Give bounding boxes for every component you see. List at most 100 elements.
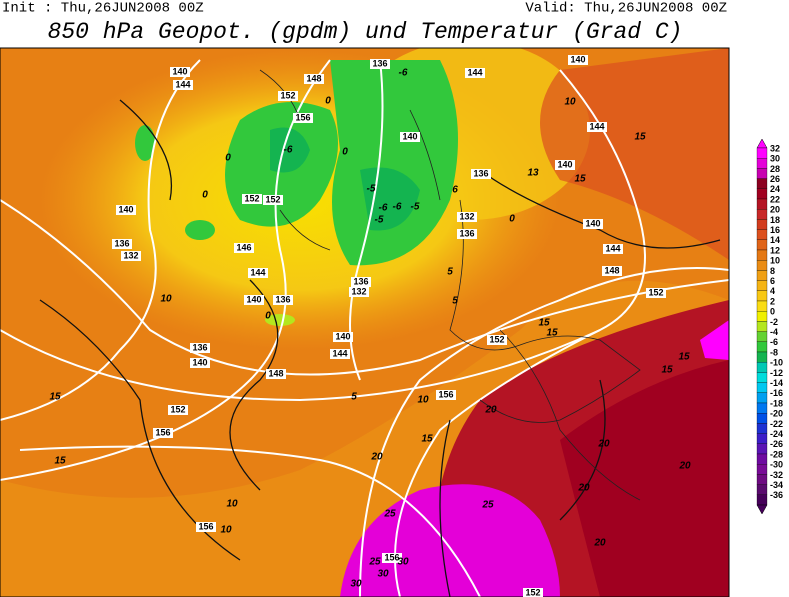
geopotential-label: 140	[570, 54, 585, 64]
temperature-label: 15	[634, 132, 646, 143]
label-box	[173, 80, 193, 90]
temperature-label: 25	[368, 557, 381, 568]
temperature-label: 15	[49, 392, 61, 403]
geopotential-label: 156	[438, 389, 453, 399]
colorbar-swatch	[756, 280, 768, 291]
temperature-label: 20	[577, 483, 590, 494]
label-box	[234, 243, 254, 253]
geopotential-label: 140	[172, 66, 187, 76]
temperature-label: 0	[342, 147, 348, 158]
temperature-label: 0	[509, 214, 515, 225]
temperature-label: 15	[661, 365, 673, 376]
colorbar-cap	[756, 138, 768, 149]
temperature-label: 6	[452, 185, 458, 196]
geopotential-label: 156	[295, 112, 310, 122]
label-box	[116, 205, 136, 215]
valid-time: Valid: Thu,26JUN2008 00Z	[525, 1, 727, 17]
colorbar-label: -24	[770, 429, 783, 439]
label-box	[587, 122, 607, 132]
colorbar-swatch	[756, 239, 768, 251]
label-box	[170, 67, 190, 77]
geopotential-label: 136	[114, 238, 129, 248]
temperature-label: 5	[351, 392, 357, 403]
label-box	[487, 335, 507, 345]
colorbar-label: 0	[770, 307, 775, 317]
colorbar-label: -10	[770, 358, 783, 368]
geopotential-label: 136	[275, 294, 290, 304]
label-box	[121, 251, 141, 261]
label-box	[333, 332, 353, 342]
geopotential-label: 144	[605, 243, 620, 253]
colorbar-swatch	[756, 453, 768, 465]
temperature-label: 13	[527, 168, 539, 179]
temperature-label: 20	[597, 439, 610, 450]
label-box	[351, 277, 371, 287]
geopotential-label: 152	[170, 404, 185, 414]
geopotential-label: 144	[250, 267, 265, 277]
colorbar-swatch	[756, 351, 768, 363]
colorbar-label: -32	[770, 470, 783, 480]
colorbar-label: 16	[770, 225, 780, 235]
label-box	[153, 428, 173, 438]
geopotential-label: 132	[351, 286, 366, 296]
colorbar-label: -36	[770, 490, 783, 500]
colorbar-swatch	[756, 494, 768, 506]
label-box	[112, 239, 132, 249]
colorbar-swatch	[756, 219, 768, 230]
label-box	[555, 160, 575, 170]
colorbar-cap	[756, 504, 768, 515]
label-box	[242, 194, 262, 204]
colorbar-label: 26	[770, 174, 780, 184]
colorbar-label: 12	[770, 245, 780, 255]
geopotential-label: 144	[175, 79, 190, 89]
colorbar-label: -30	[770, 460, 783, 470]
colorbar-label: -2	[770, 317, 778, 327]
temperature-label: 30	[397, 557, 409, 568]
label-box	[603, 244, 623, 254]
colorbar-label: 22	[770, 194, 780, 204]
colorbar-swatch	[756, 484, 768, 495]
colorbar-swatch	[756, 392, 768, 404]
temperature-label: 15	[54, 456, 66, 467]
temperature-label: 10	[417, 395, 429, 406]
label-box	[168, 405, 188, 415]
geopotential-label: 132	[459, 211, 474, 221]
colorbar-label: -18	[770, 398, 783, 408]
temperature-label: 0	[202, 190, 208, 201]
temperature-label: -6	[284, 145, 293, 156]
map-title: 850 hPa Geopot. (gpdm) und Temperatur (G…	[48, 19, 683, 45]
temperature-label: -5	[367, 184, 376, 195]
colorbar-label: -34	[770, 480, 783, 490]
geopotential-label: 140	[192, 357, 207, 367]
geopotential-label: 156	[198, 521, 213, 531]
colorbar-label: 28	[770, 164, 780, 174]
geopotential-label: 152	[648, 287, 663, 297]
colorbar-swatch	[756, 198, 768, 210]
geopotential-label: 144	[332, 348, 347, 358]
label-box	[349, 287, 369, 297]
temperature-label: 10	[564, 97, 576, 108]
label-box	[370, 59, 390, 69]
colorbar-label: 10	[770, 256, 780, 266]
geopotential-label: 140	[585, 218, 600, 228]
geopotential-label: 148	[604, 265, 619, 275]
colorbar-swatch	[756, 147, 768, 159]
label-box	[471, 169, 491, 179]
geopotential-label: 148	[306, 73, 321, 83]
init-time: Init : Thu,26JUN2008 00Z	[2, 1, 204, 17]
colorbar-label: 18	[770, 215, 780, 225]
geopotential-label: 148	[268, 368, 283, 378]
geopotential-label: 152	[244, 193, 259, 203]
colorbar-label: 24	[770, 184, 780, 194]
geopotential-label: 136	[192, 342, 207, 352]
colorbar-label: -28	[770, 449, 783, 459]
colorbar-swatch	[756, 362, 768, 373]
temperature-label: 0	[225, 153, 231, 164]
map-frame	[0, 47, 730, 597]
geopotential-label: 136	[372, 58, 387, 68]
geopotential-label: 140	[402, 131, 417, 141]
colorbar-label: -6	[770, 337, 778, 347]
colorbar-swatch	[756, 168, 768, 179]
colorbar-swatch	[756, 229, 768, 240]
colorbar-label: -16	[770, 388, 783, 398]
